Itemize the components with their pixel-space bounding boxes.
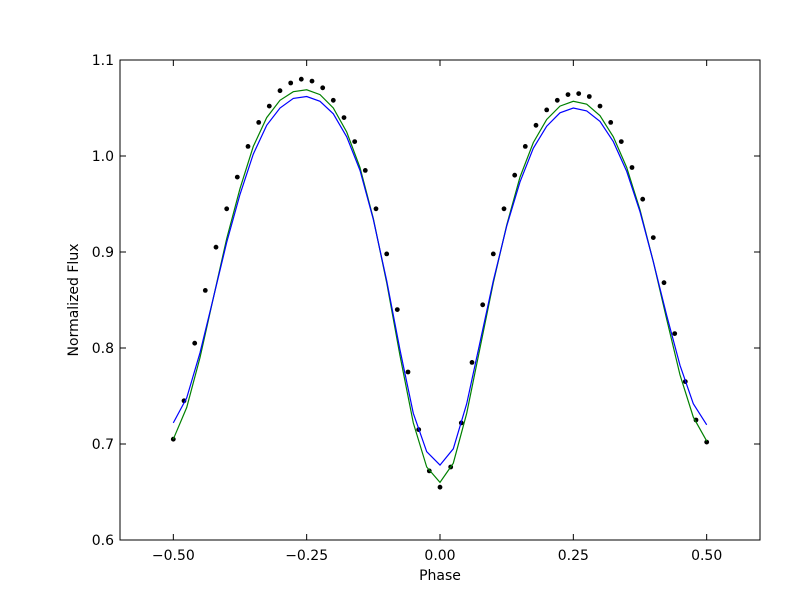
data-point	[608, 120, 614, 125]
scatter-series	[170, 76, 710, 490]
data-point	[597, 103, 603, 109]
data-point	[213, 244, 219, 250]
y-tick-label: 1.1	[92, 53, 114, 69]
data-point	[202, 288, 208, 293]
data-point	[298, 76, 304, 82]
y-tick-label: 0.7	[92, 437, 114, 453]
data-point	[341, 115, 347, 120]
x-tick-label: −0.25	[285, 548, 328, 564]
x-tick-label: 0.50	[691, 548, 722, 564]
data-point	[490, 251, 496, 257]
data-point	[522, 144, 528, 149]
data-point	[330, 97, 336, 103]
x-tick-label: 0.25	[558, 548, 589, 564]
data-point	[234, 174, 240, 180]
data-point	[192, 340, 198, 346]
data-point	[362, 168, 368, 173]
data-point	[405, 369, 411, 375]
ticks-layer: −0.50 −0.25 0.00 0.25 0.50 0.6 0.7 0.8 0.9 1.0 1.1	[92, 53, 760, 564]
data-point	[437, 484, 443, 490]
model-fit-line-2	[172, 95, 708, 466]
model-fit-line-1	[172, 89, 708, 484]
x-axis-label: Phase	[419, 568, 461, 584]
data-point	[650, 235, 656, 241]
y-tick-label: 0.9	[92, 245, 114, 261]
data-point	[576, 91, 582, 96]
data-point	[501, 206, 507, 212]
data-point	[224, 206, 230, 212]
data-point	[533, 122, 539, 128]
data-layer	[170, 76, 710, 490]
data-point	[352, 139, 358, 145]
data-point	[544, 107, 550, 113]
data-point	[394, 307, 400, 312]
data-point	[512, 172, 518, 178]
y-axis-label: Normalized Flux	[66, 244, 82, 357]
x-tick-label: −0.50	[152, 548, 195, 564]
data-point	[661, 280, 667, 286]
data-point	[629, 165, 635, 170]
data-point	[266, 103, 272, 109]
data-point	[640, 196, 646, 202]
x-tick-label: 0.00	[424, 548, 455, 564]
data-point	[373, 206, 379, 212]
data-point	[256, 120, 262, 125]
data-point	[309, 78, 315, 84]
data-point	[469, 360, 475, 365]
data-point	[320, 85, 326, 91]
data-point	[704, 439, 710, 445]
data-point	[554, 97, 560, 103]
data-point	[565, 92, 571, 97]
data-point	[480, 302, 486, 308]
data-point	[384, 251, 390, 257]
y-tick-label: 1.0	[92, 149, 114, 165]
data-point	[586, 94, 592, 99]
data-point	[277, 88, 283, 94]
y-tick-label: 0.6	[92, 533, 114, 549]
y-tick-label: 0.8	[92, 341, 114, 357]
data-point	[245, 144, 251, 149]
data-point	[672, 331, 678, 336]
data-point	[618, 139, 624, 145]
plot-frame	[119, 59, 761, 541]
data-point	[288, 80, 294, 86]
